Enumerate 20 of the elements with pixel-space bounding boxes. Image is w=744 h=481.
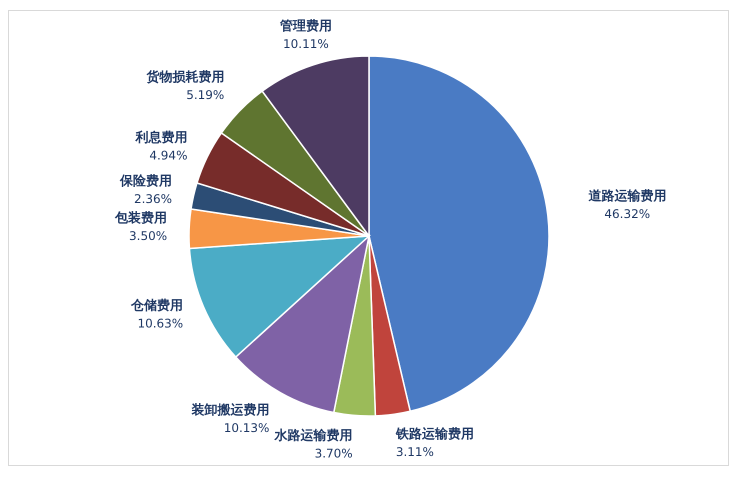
slice-label: 铁路运输费用 [394, 426, 474, 442]
data-label: 3.11% [396, 445, 434, 460]
data-label: 5.19% [186, 88, 224, 102]
data-label: 10.13% [224, 420, 270, 435]
slice-label: 水路运输费用 [274, 427, 353, 444]
data-label: 3.70% [314, 446, 353, 460]
data-label: 46.32% [604, 207, 650, 222]
data-label: 10.63% [137, 316, 184, 330]
slice-label: 货物损耗费用 [145, 69, 224, 86]
data-label: 4.94% [149, 148, 188, 162]
data-label: 3.50% [129, 228, 168, 243]
slice-label: 保险费用 [119, 174, 172, 189]
slice-label: 装卸搬运费用 [190, 402, 270, 418]
data-label: 10.11% [283, 37, 329, 52]
slice-label: 仓储费用 [130, 298, 184, 314]
data-label: 2.36% [134, 192, 172, 206]
slice-label: 利息费用 [134, 129, 188, 146]
slice-label: 管理费用 [278, 19, 332, 34]
slice-label: 道路运输费用 [587, 188, 666, 204]
slice-label: 包装费用 [114, 210, 168, 226]
